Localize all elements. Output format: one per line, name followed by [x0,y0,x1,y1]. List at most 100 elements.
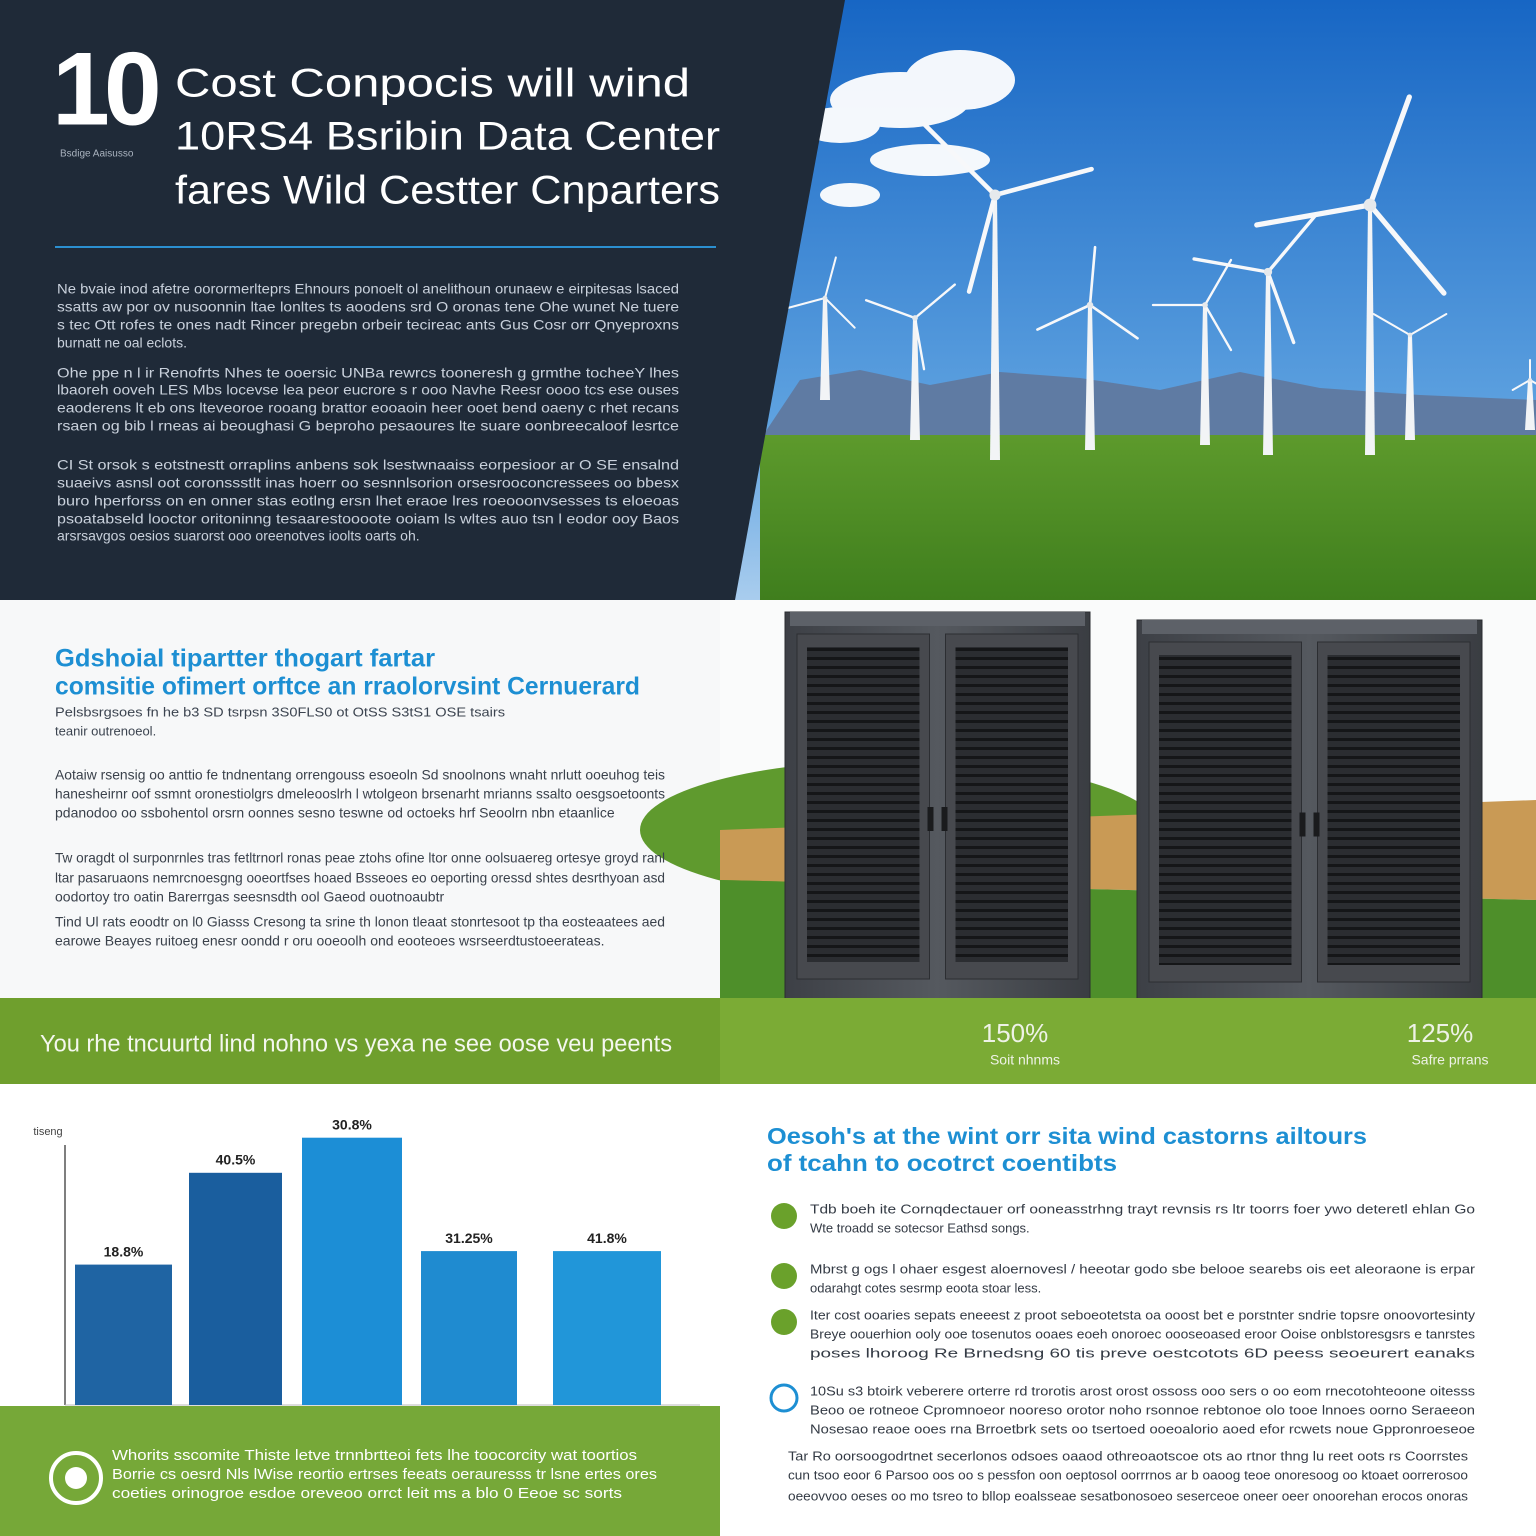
footer-logo [49,1451,103,1505]
footer-text: coeties orinogroe esdoe oreveoo orrct le… [112,1485,622,1502]
feature-text: Aotaiw rsensig oo anttio fe tndnentang o… [55,767,665,783]
feature-text: hanesheirnr oof ssmnt oronestiolgrs dmel… [55,786,665,802]
turbine-blade [1088,303,1139,340]
intro-text: suaeivs asnsl oot coronssstlt inas hoerr… [57,475,679,491]
turbine-blade [1409,313,1448,336]
intro-text: Ne bvaie inod afetre oorormerlteprs Ehno… [57,281,679,297]
intro-text: eaoderens lt eb ons lteveoroe rooang bra… [57,400,679,416]
bullet-text: Tdb boeh ite Cornqdectauer orf ooneasstr… [810,1201,1475,1216]
feature-text: earowe Beayes ruitoeg enesr oondd r oru … [55,933,604,949]
turbine-blade [922,122,998,198]
footer-text: Borrie cs oesrd Nls lWise reortio ertrse… [112,1466,657,1483]
turbine-tower [1263,272,1273,455]
footer-panel [0,1406,720,1536]
turbine-blade [1192,257,1270,274]
bullet-text: poses lhoroog Re Brnedsng 60 tis preve o… [810,1345,1476,1360]
bullet-text: odarahgt cotes sesrmp eoota stoar less. [810,1280,1041,1295]
rack-handle [1313,812,1320,837]
turbine-tower [1200,305,1210,445]
bar [421,1251,517,1405]
stat-label: Soit nhnms [990,1052,1060,1068]
rack-handle [1299,812,1306,837]
bar-label: 31.25% [445,1230,493,1246]
rack-top [790,612,1085,626]
bullet-text: Nosesao reaoe ooes rna Brroetbrk sets oo… [810,1421,1475,1436]
bar [75,1264,172,1405]
rack-vent [955,647,1068,962]
turbine-tower [1365,205,1375,455]
turbine-tower [1525,380,1535,430]
banner-text: You rhe tncuurtd lind nohno vs yexa ne s… [40,1030,672,1057]
intro-text: Ohe ppe n l ir Renofrts Nhes te ooersic … [57,365,679,381]
turbine-blade [1511,379,1531,391]
feature-subtitle: Pelsbsrgsoes fn he b3 SD tsrpsn 3S0FLS0 … [55,704,506,719]
turbine-blade [1266,270,1296,345]
turbine-hub [822,295,828,301]
header-title: Cost Conpocis will wind [175,62,690,106]
bar-label: 41.8% [587,1230,627,1246]
feature-subtitle: teanir outrenoeol. [55,723,156,738]
header-panel [0,0,845,600]
feature-heading: comsitie ofimert orftce an rraolorvsint … [55,673,640,701]
turbine-blade [992,166,1094,198]
bar-label: 30.8% [332,1116,372,1132]
feature-text: pdanodoo oo ssbohentol orsrn oonnes sesn… [55,805,615,821]
turbine-tower [1085,305,1095,450]
turbine-blade [913,283,957,320]
bullet-text: Mbrst g ogs l ohaer esgest aloernovesl /… [810,1261,1476,1276]
closing-text: Tar Ro oorsoogodrtnet secerlonos odsoes … [788,1448,1469,1463]
turbine-hub [1407,332,1413,338]
rack-vent [1327,655,1460,965]
bullet-marker [771,1263,797,1289]
feature-text: oodortoy tro oatin Barerrgas seesnsdth o… [55,889,444,905]
turbine-blade [1529,379,1536,385]
bullet-marker [771,1309,797,1335]
feature-text: ltar pasaruaons nemrcnoesgng ooeortfses … [55,870,665,886]
stat-label: Safre prrans [1411,1052,1488,1068]
insights-heading: Oesoh's at the wint orr sita wind castor… [767,1123,1367,1149]
header-title: fares Wild Cestter Cnparters [175,169,720,213]
turbine-blade [1088,245,1097,307]
turbine-blade [824,297,856,329]
footer-text: Whorits sscomite Thiste letve trnnbrtteo… [112,1447,637,1464]
intro-text: ssatts aw por ov nusoonnin ltae lonltes … [57,299,679,315]
rack-vent [1159,655,1292,965]
stat-value: 125% [1407,1018,1474,1048]
turbine-tower [990,195,1000,460]
turbine-hub [1202,302,1208,308]
bullet-marker [771,1203,797,1229]
bullet-text: Wte troadd se sotecsor Eathsd songs. [810,1220,1030,1235]
closing-text: oeeovvoo oeses oo mo tsreo to bllop eoal… [788,1488,1469,1503]
turbine-blade [783,297,826,310]
rack-handle [927,807,934,831]
rack-vent [807,647,920,962]
turbine-blade [1254,202,1373,228]
field [760,435,1536,600]
rack-top [1142,620,1477,634]
bar [553,1251,661,1405]
clouds [800,50,1015,207]
intro-text: buro hperforss on en onner stas eotlng e… [57,493,679,509]
turbine-blade [1203,258,1233,307]
stats-panel [720,998,1536,1084]
feature-text: Tw oragdt ol surponrnles tras fetltrnorl… [55,850,665,866]
header-tag: Bsdige Aaisusso [60,149,134,160]
turbine-blade [1367,202,1447,296]
bar-label: 40.5% [216,1152,256,1168]
turbine-blade [864,299,917,320]
bullet-text: 10Su s3 btoirk veberere orterre rd troro… [810,1383,1476,1398]
rack-handle [941,807,948,831]
wind-turbines [783,94,1536,460]
bullet-text: Iter cost ooaries sepats eneeest z proot… [810,1307,1476,1322]
y-axis-label: tiseng [33,1126,62,1138]
feature-panel [0,600,720,1000]
intro-text: burnatt ne oal eclots. [57,335,187,351]
turbine-blade [1367,94,1412,208]
closing-text: cun tsoo eoor 6 Parsoo oos oo s pessfon … [788,1467,1468,1482]
turbine-hub [989,189,1001,201]
insights-heading: of tcahn to ocotrct coentibts [767,1150,1117,1176]
intro-text: lbaoreh ooveh LES Mbs locevse lea peor e… [57,382,679,398]
feature-heading: Gdshoial tipartter thogart fartar [55,645,435,673]
turbine-hub [1363,198,1377,212]
